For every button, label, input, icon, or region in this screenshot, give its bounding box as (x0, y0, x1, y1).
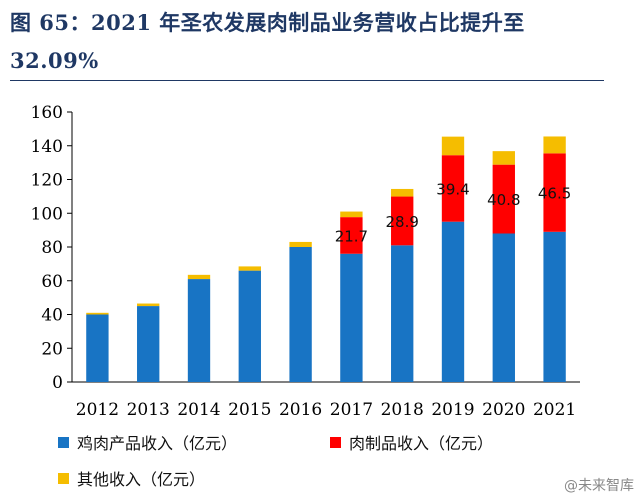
legend-swatch-meat-products (330, 436, 341, 448)
bar-chicken-2017 (340, 253, 363, 382)
bar-other-2020 (492, 151, 515, 165)
bar-meat-products-2021 (543, 153, 566, 232)
x-tick-label: 2012 (76, 400, 119, 420)
bar-other-2018 (391, 188, 414, 197)
x-tick-label: 2013 (127, 400, 170, 420)
x-tick-label: 2021 (533, 400, 576, 420)
data-label-meat-products: 46.5 (538, 185, 571, 203)
bar-meat-products-2017 (340, 217, 363, 254)
bar-other-2016 (289, 241, 312, 247)
bar-chicken-2012 (86, 314, 109, 382)
y-tick-label: 140 (31, 137, 63, 157)
legend-swatch-other (58, 472, 69, 484)
bar-chicken-2016 (289, 247, 312, 382)
x-tick-label: 2018 (381, 400, 424, 420)
data-label-meat-products: 39.4 (436, 180, 469, 198)
x-tick-label: 2020 (482, 400, 525, 420)
y-tick-label: 120 (31, 171, 63, 191)
bar-chicken-2015 (238, 270, 261, 382)
x-tick-label: 2015 (228, 400, 271, 420)
bar-other-2019 (441, 136, 465, 156)
bar-chicken-2021 (543, 231, 566, 382)
data-label-meat-products: 40.8 (487, 191, 520, 209)
x-tick-label: 2016 (279, 400, 322, 420)
legend-label-chicken: 鸡肉产品收入（亿元） (77, 434, 238, 453)
x-tick-label: 2017 (330, 400, 373, 420)
bar-chicken-2018 (391, 245, 414, 382)
bar-chicken-2014 (187, 279, 211, 382)
stacked-bar-chart: 0 20 40 60 80 100 120 140 160 2012 2013 2014 2015 201… (31, 103, 580, 420)
bar-other-2013 (137, 303, 160, 307)
y-tick-label: 60 (41, 272, 63, 292)
x-tick-label: 2014 (177, 400, 220, 420)
data-label-meat-products: 28.9 (385, 213, 418, 231)
bar-meat-products-2020 (492, 164, 515, 234)
legend-swatch-chicken (58, 436, 69, 448)
chart-title: 图 65：2021 年圣农发展肉制品业务营收占比提升至 32.09% (10, 10, 525, 73)
bar-other-2021 (543, 136, 566, 154)
y-tick-label: 20 (41, 339, 63, 359)
bar-meat-products-2018 (391, 196, 414, 246)
y-tick-label: 80 (41, 238, 63, 258)
bar-chicken-2013 (137, 306, 160, 382)
bar-other-2014 (187, 274, 211, 280)
bar-chicken-2019 (441, 221, 465, 382)
legend-item-chicken: 鸡肉产品收入（亿元） (58, 430, 237, 454)
bar-other-2015 (238, 266, 261, 271)
bar-chicken-2020 (492, 233, 515, 382)
legend-label-meat-products: 肉制品收入（亿元） (349, 434, 494, 453)
y-tick-label: 100 (31, 204, 63, 224)
bar-other-2017 (340, 211, 363, 218)
legend-item-meat-products: 肉制品收入（亿元） (330, 430, 493, 454)
bar-other-2012 (86, 312, 109, 315)
legend-label-other: 其他收入（亿元） (77, 470, 206, 489)
y-tick-label: 40 (41, 306, 63, 326)
data-label-meat-products: 21.7 (335, 227, 368, 245)
legend-item-other: 其他收入（亿元） (58, 466, 205, 490)
watermark: @未来智库 (564, 478, 634, 494)
title-divider (10, 80, 604, 81)
y-tick-label: 0 (52, 373, 63, 393)
bar-meat-products-2019 (441, 155, 465, 222)
x-tick-label: 2019 (431, 400, 474, 420)
y-tick-label: 160 (31, 103, 63, 123)
